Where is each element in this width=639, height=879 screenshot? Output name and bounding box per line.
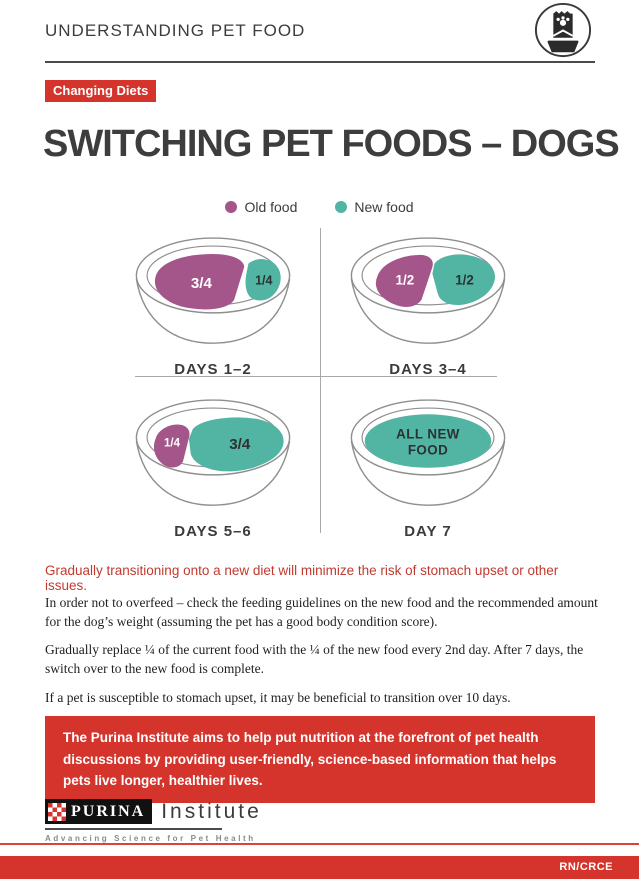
footer-code: RN/CRCE [559, 861, 613, 873]
bowl-cell-days-3-4: 1/2 1/2 DAYS 3–4 [330, 229, 526, 378]
purina-logo-box: PURINA [45, 799, 153, 824]
pet-food-bag-bowl-icon [532, 2, 594, 65]
body-paragraph: If a pet is susceptible to stomach upset… [45, 689, 511, 705]
logo-tagline: Advancing Science for Pet Health [45, 834, 256, 843]
old-food-portion [375, 254, 433, 307]
portion-fraction-label: 1/2 [455, 272, 474, 287]
bowl-label: DAYS 5–6 [174, 523, 252, 540]
page-header-title: UNDERSTANDING PET FOOD [45, 21, 306, 40]
diagram-horizontal-divider [135, 376, 497, 377]
bowl-label: DAY 7 [404, 523, 452, 540]
body-copy: In order not to overfeed – check the fee… [45, 593, 600, 716]
bowl-days-3-4: 1/2 1/2 [350, 237, 506, 344]
legend-item-new-food: New food [335, 199, 414, 215]
bowl-days-5-6: 1/4 3/4 [135, 399, 291, 506]
portion-fraction-label: 3/4 [191, 275, 213, 292]
logo-underline [45, 828, 222, 830]
legend-item-old-food: Old food [225, 199, 297, 215]
bowl-label: DAYS 1–2 [174, 361, 252, 378]
purina-institute-logo: PURINA Institute Advancing Science for P… [45, 799, 262, 843]
new-food-portion [188, 417, 284, 472]
portion-fraction-label: 1/4 [164, 437, 181, 449]
bowl-cell-day-7: ALL NEW FOOD DAY 7 [330, 391, 526, 540]
portion-label-line-2: FOOD [408, 442, 448, 457]
bowl-cell-days-1-2: 3/4 1/4 DAYS 1–2 [115, 229, 311, 378]
new-food-portion [364, 414, 492, 468]
diagram-vertical-divider [320, 228, 321, 533]
bowl-day-7: ALL NEW FOOD [350, 399, 506, 506]
footer-accent-line [0, 843, 639, 845]
portion-fraction-label: 3/4 [229, 436, 251, 453]
new-food-portion [432, 254, 495, 305]
section-badge: Changing Diets [45, 80, 157, 102]
callout-text: The Purina Institute aims to help put nu… [63, 730, 557, 789]
body-paragraph: Gradually replace ¼ of the current food … [45, 642, 584, 677]
new-food-dot-icon [335, 201, 348, 213]
bowl-label: DAYS 3–4 [389, 361, 467, 378]
legend-label-old: Old food [244, 199, 298, 215]
purina-checkerboard-icon [48, 802, 66, 821]
new-food-portion [245, 259, 281, 301]
bowl-days-1-2: 3/4 1/4 [135, 237, 291, 344]
institute-wordmark: Institute [161, 799, 262, 823]
callout-box: The Purina Institute aims to help put nu… [45, 716, 595, 803]
legend-label-new: New food [354, 199, 414, 215]
footer-bar: RN/CRCE [0, 856, 639, 879]
portion-fraction-label: 1/4 [255, 273, 272, 287]
header-divider [45, 61, 595, 63]
highlight-sentence: Gradually transitioning onto a new diet … [45, 563, 559, 593]
bowl-diagram: 3/4 1/4 DAYS 1–2 1/2 1/2 DAYS 3–4 [0, 225, 639, 540]
old-food-portion [155, 253, 245, 310]
body-paragraph: In order not to overfeed – check the fee… [45, 595, 598, 630]
legend: Old food New food [0, 199, 639, 215]
portion-fraction-label: 1/2 [396, 272, 415, 287]
portion-label-line-1: ALL NEW [396, 426, 460, 441]
bowl-cell-days-5-6: 1/4 3/4 DAYS 5–6 [115, 391, 311, 540]
old-food-portion [154, 424, 190, 468]
old-food-dot-icon [225, 201, 238, 213]
page-title: SWITCHING PET FOODS – DOGS [43, 123, 620, 165]
purina-wordmark: PURINA [71, 802, 146, 820]
